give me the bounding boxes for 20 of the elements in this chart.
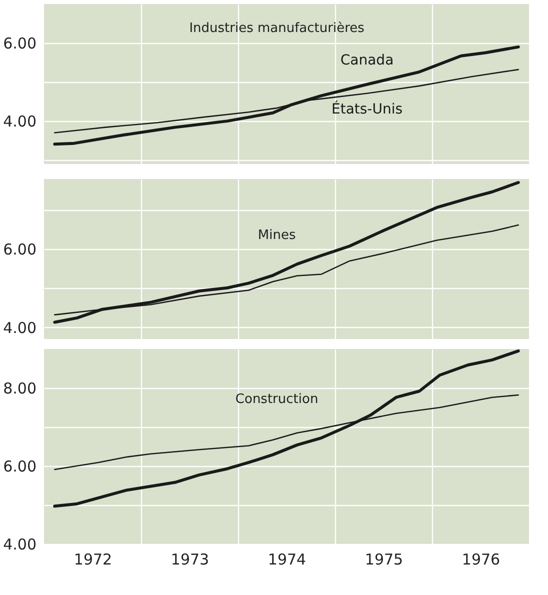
line-series xyxy=(53,45,520,146)
line-series xyxy=(53,181,520,324)
x-tick-label: 1972 xyxy=(74,550,112,568)
y-tick-label: 8.00 xyxy=(3,380,36,398)
series-label: États-Unis xyxy=(331,100,403,118)
text: Industries manufacturières xyxy=(189,21,365,36)
x-tick-label: 1973 xyxy=(170,550,210,568)
line-series xyxy=(53,349,520,508)
y-tick-label: 4.00 xyxy=(3,536,36,554)
x-tick-label: 1974 xyxy=(268,550,306,568)
y-tick-label: 4.00 xyxy=(3,318,36,337)
text: Mines xyxy=(258,228,296,243)
y-tick-label: 6.00 xyxy=(3,34,36,53)
x-tick-label: 1975 xyxy=(364,550,404,568)
x-tick-label: 1976 xyxy=(462,550,500,568)
y-tick-label: 4.00 xyxy=(3,112,36,131)
y-tick-label: 6.00 xyxy=(3,240,36,259)
y-tick-label: 6.00 xyxy=(3,458,36,476)
series-label: Canada xyxy=(340,52,394,68)
text: Construction xyxy=(235,392,318,407)
